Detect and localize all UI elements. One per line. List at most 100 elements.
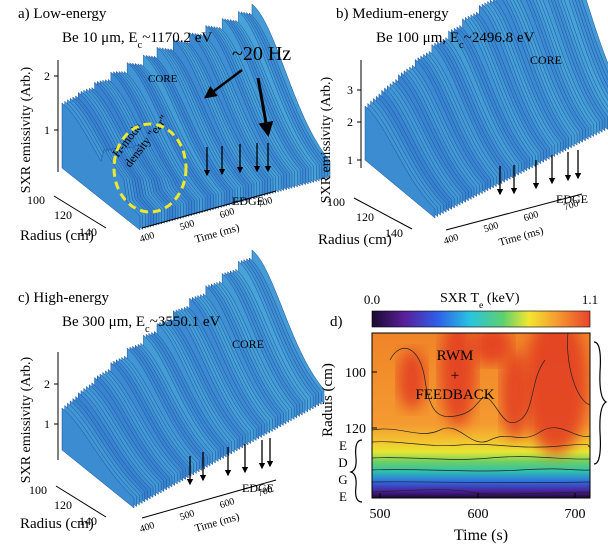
y-tick-label: 120 <box>345 422 366 437</box>
colorbar-title-part: e <box>479 300 484 311</box>
surface-slice <box>61 407 135 509</box>
time-tick-label: 700 <box>562 198 580 213</box>
surface-slice <box>75 395 148 502</box>
contour-line <box>372 489 590 495</box>
x-tick-label: 600 <box>468 507 489 522</box>
core-brace <box>593 341 608 465</box>
surface-slice <box>205 285 279 430</box>
panel-subtitle-part: ~2496.8 eV <box>464 30 535 46</box>
radius-axis <box>353 197 413 230</box>
surface-slice <box>143 334 216 464</box>
colorbar-tick-label: 0.0 <box>364 292 380 307</box>
x-label: Time (s) <box>454 527 508 544</box>
panel-subtitle: Be 300 μm, Ec~3550.1 eV <box>62 314 220 335</box>
time-tick-label: 700 <box>256 195 274 210</box>
annotation: + <box>451 368 459 384</box>
surface-slice <box>251 249 325 404</box>
surface-slice <box>173 310 246 448</box>
panel-title: b) Medium-energy <box>336 6 449 22</box>
panel-subtitle-part: Be 100 μm, E <box>376 30 459 46</box>
annotation: CORE <box>148 73 178 85</box>
panel-subtitle-part: Be 300 μm, E <box>62 314 145 330</box>
annotation: FEEDBACK <box>415 387 494 403</box>
edge-letter: D <box>338 455 347 470</box>
annotation: RWM <box>437 348 474 364</box>
h-mode-ellipse <box>112 122 188 214</box>
panel-subtitle-part: c <box>145 324 150 335</box>
surface-slice <box>72 398 146 503</box>
z-tick-label: 1 <box>44 123 50 137</box>
panel-subtitle-part: Be 10 μm, E <box>62 30 138 46</box>
surface-slice <box>110 362 184 482</box>
contour-line <box>372 441 590 448</box>
time-label: Time (ms) <box>194 511 242 535</box>
panel-title: a) Low-energy <box>18 6 107 22</box>
colorbar-title: SXR Te (keV) <box>440 291 520 311</box>
surface-slice <box>69 400 143 505</box>
surface-slice <box>126 347 200 473</box>
z-tick-label: 2 <box>44 377 50 391</box>
surface-slice <box>189 297 262 439</box>
time-tick-label: 400 <box>442 232 460 247</box>
radius-axis <box>55 485 107 518</box>
panel-subtitle: Be 100 μm, Ec~2496.8 eV <box>376 30 534 51</box>
annotation: ~20 Hz <box>232 43 291 65</box>
panel-subtitle: Be 10 μm, Ec~1170.2 eV <box>62 30 212 51</box>
panel-subtitle-part: c <box>459 40 464 51</box>
surface <box>364 0 608 219</box>
y-label: SXR emissivity (Arb.) <box>19 356 34 483</box>
colorbar-title-part: SXR T <box>440 291 479 306</box>
edge-letter: E <box>339 489 347 504</box>
contour-line <box>372 481 590 484</box>
time-tick-label: 400 <box>138 520 156 535</box>
annotation: EDGE <box>242 481 274 495</box>
time-tick-label: 500 <box>178 508 196 523</box>
arrow <box>204 69 243 99</box>
radius-label: Radius (cm) <box>20 228 94 244</box>
arrow <box>256 77 274 137</box>
surface <box>61 3 331 231</box>
surface-slice <box>370 100 441 216</box>
radius-tick-label: 120 <box>54 208 72 222</box>
surface-slice <box>364 105 436 219</box>
time-label: Time (ms) <box>498 225 546 249</box>
panel-subtitle-part: ~3550.1 eV <box>150 314 221 330</box>
surface-slice <box>67 402 140 506</box>
contour-hot-region <box>501 350 529 440</box>
panel-subtitle-part: ~1170.2 eV <box>142 30 212 46</box>
time-tick-label: 500 <box>178 218 196 233</box>
surface-slice <box>431 43 503 185</box>
time-tick-label: 500 <box>482 220 500 235</box>
edge-letter: G <box>338 472 347 487</box>
annotation: EDGE <box>232 194 264 208</box>
plot-frame <box>371 332 591 499</box>
surface-slice <box>462 18 533 169</box>
colorbar-tick-label: 1.1 <box>582 292 598 307</box>
surface-slice <box>205 24 285 192</box>
z-tick-label: 3 <box>347 83 353 97</box>
contour-hot-region <box>398 350 426 410</box>
surface-slice <box>143 54 222 209</box>
surface-slice <box>367 102 439 218</box>
surface-slice <box>238 260 311 412</box>
contour-hot-region <box>472 333 512 365</box>
surface-slice <box>448 30 519 176</box>
time-tick-label: 600 <box>522 209 540 224</box>
surface-slice <box>375 95 447 213</box>
edge-letter: E <box>339 438 347 453</box>
radius-label: Radius (cm) <box>20 516 94 532</box>
time-axis <box>445 193 583 231</box>
time-tick-label: 700 <box>256 484 274 499</box>
annotation: CORE <box>232 337 264 351</box>
contour-hot-region <box>524 333 588 455</box>
annotation: EDGE <box>556 192 588 206</box>
edge-brace <box>349 439 363 503</box>
time-axis <box>141 479 277 519</box>
surface-slice <box>221 272 295 421</box>
contour-line <box>389 348 546 423</box>
panel-title: c) High-energy <box>18 290 109 306</box>
radius-axis <box>53 195 107 229</box>
z-tick-label: 2 <box>44 69 50 83</box>
y-label: Raduis (cm) <box>320 363 336 437</box>
